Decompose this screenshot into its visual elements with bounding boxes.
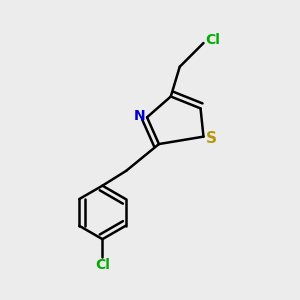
Text: Cl: Cl [205, 33, 220, 47]
Text: Cl: Cl [95, 258, 110, 272]
Text: S: S [206, 130, 217, 146]
Text: N: N [134, 109, 146, 123]
